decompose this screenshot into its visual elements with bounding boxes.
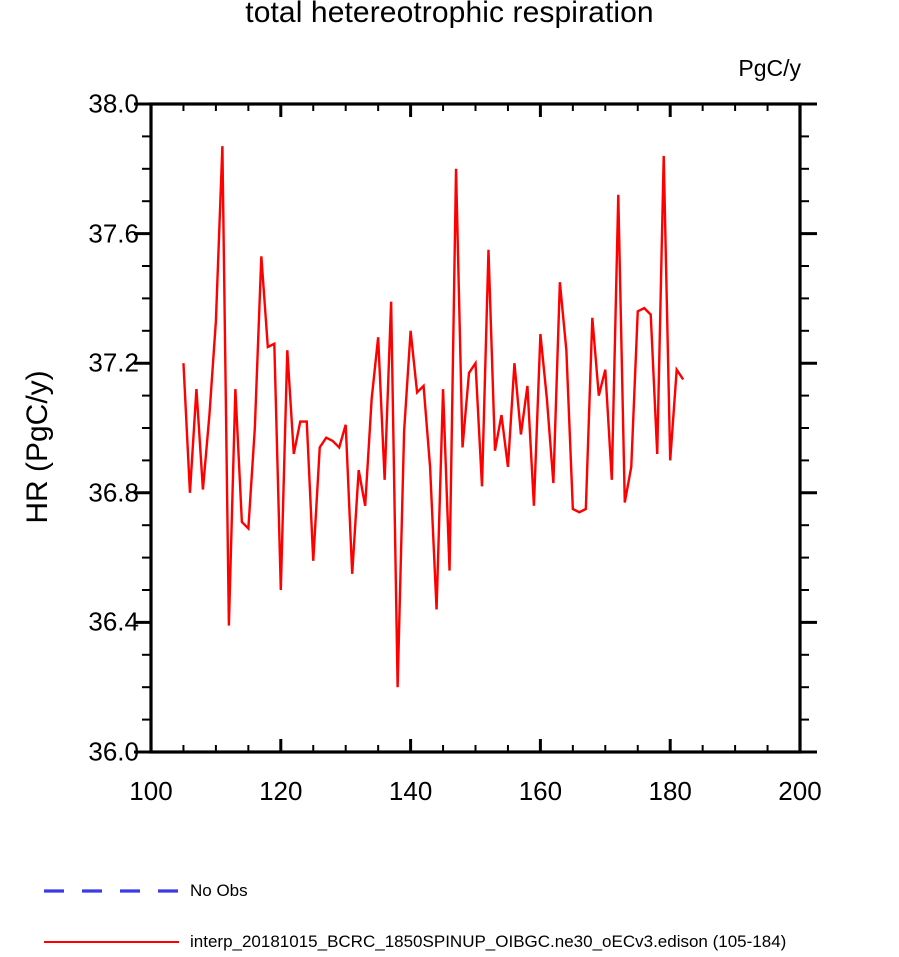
- unit-label: PgC/y: [738, 55, 801, 81]
- legend-label: interp_20181015_BCRC_1850SPINUP_OIBGC.ne…: [190, 932, 787, 951]
- legend-line-swatch: [44, 884, 179, 898]
- data-series-layer: [182, 146, 685, 688]
- y-tick-label: 36.4: [88, 606, 139, 637]
- major-tick-marks: [134, 102, 817, 754]
- y-tick-label: 37.6: [88, 218, 139, 249]
- legend-swatch-icon: [44, 889, 179, 893]
- x-tick-label: 180: [648, 776, 692, 806]
- x-tick-label: 140: [388, 776, 433, 806]
- y-tick-label: 38.0: [88, 88, 139, 119]
- legend-line-swatch: [44, 935, 179, 949]
- plot-border: [149, 102, 802, 754]
- plot-frame: [149, 102, 802, 754]
- page-title: total hetereotrophic respiration: [245, 0, 654, 29]
- series-line-1: [182, 146, 685, 688]
- x-tick-label: 120: [259, 776, 303, 806]
- legend-item[interactable]: interp_20181015_BCRC_1850SPINUP_OIBGC.ne…: [44, 932, 786, 952]
- y-tick-label: 37.2: [88, 347, 139, 378]
- minor-tick-marks: [142, 104, 809, 752]
- x-tick-label: 100: [129, 776, 173, 806]
- x-tick-label: 200: [778, 776, 822, 806]
- legend-item[interactable]: No Obs: [44, 881, 248, 901]
- legend-swatch-icon: [44, 941, 179, 943]
- legend-label: No Obs: [190, 881, 248, 900]
- x-tick-label: 160: [518, 776, 563, 806]
- y-tick-label: 36.8: [88, 477, 139, 508]
- y-tick-label: 36.0: [88, 736, 139, 767]
